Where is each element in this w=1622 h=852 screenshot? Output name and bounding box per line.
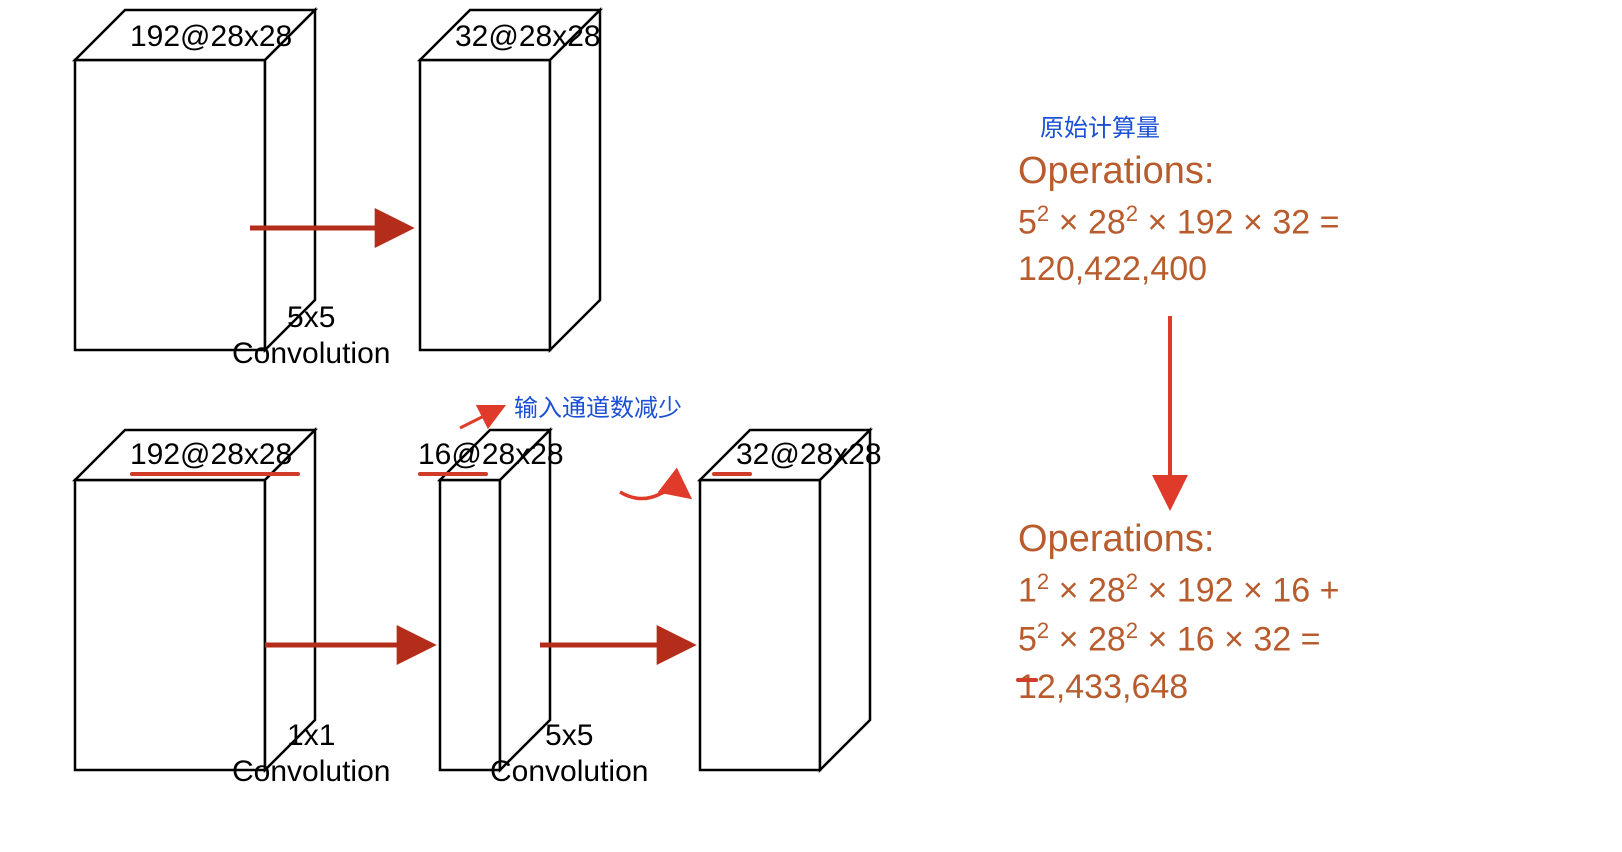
label-top-cube1: 192@28x28 bbox=[130, 20, 292, 54]
label-bot-conv1: 1x1 Convolution bbox=[232, 718, 390, 790]
label-top-conv: 5x5 Convolution bbox=[232, 300, 390, 372]
underline-ops2 bbox=[1016, 678, 1038, 682]
note-channel-reduce: 输入通道数减少 bbox=[514, 388, 682, 423]
ops2-line3: 12,433,648 bbox=[1018, 668, 1339, 707]
label-top-conv-l1: 5x5 bbox=[287, 301, 335, 334]
label-bot-conv1-l2: Convolution bbox=[232, 755, 390, 788]
label-bot-cube1: 192@28x28 bbox=[130, 438, 292, 472]
ops-block-1: Operations: 52 × 282 × 192 × 32 = 120,42… bbox=[1018, 150, 1339, 289]
underline-cube2 bbox=[418, 472, 488, 476]
ops1-head: Operations: bbox=[1018, 150, 1339, 193]
label-top-cube2: 32@28x28 bbox=[455, 20, 601, 54]
underline-cube3 bbox=[712, 472, 752, 476]
label-bot-cube2: 16@28x28 bbox=[418, 438, 564, 472]
ops2-head: Operations: bbox=[1018, 518, 1339, 561]
label-bot-conv1-l1: 1x1 bbox=[287, 719, 335, 752]
label-bot-conv2: 5x5 Convolution bbox=[490, 718, 648, 790]
label-bot-conv2-l2: Convolution bbox=[490, 755, 648, 788]
ops2-line1: 12 × 282 × 192 × 16 + bbox=[1018, 569, 1339, 610]
label-bot-cube3: 32@28x28 bbox=[736, 438, 882, 472]
ops1-line2: 120,422,400 bbox=[1018, 250, 1339, 289]
underline-cube1 bbox=[130, 472, 300, 476]
ops-block-2: Operations: 12 × 282 × 192 × 16 + 52 × 2… bbox=[1018, 518, 1339, 707]
label-top-conv-l2: Convolution bbox=[232, 337, 390, 370]
ops1-line1: 52 × 282 × 192 × 32 = bbox=[1018, 201, 1339, 242]
note-original-ops: 原始计算量 bbox=[1040, 108, 1160, 143]
label-bot-conv2-l1: 5x5 bbox=[545, 719, 593, 752]
ops2-line2: 52 × 282 × 16 × 32 = bbox=[1018, 618, 1339, 659]
